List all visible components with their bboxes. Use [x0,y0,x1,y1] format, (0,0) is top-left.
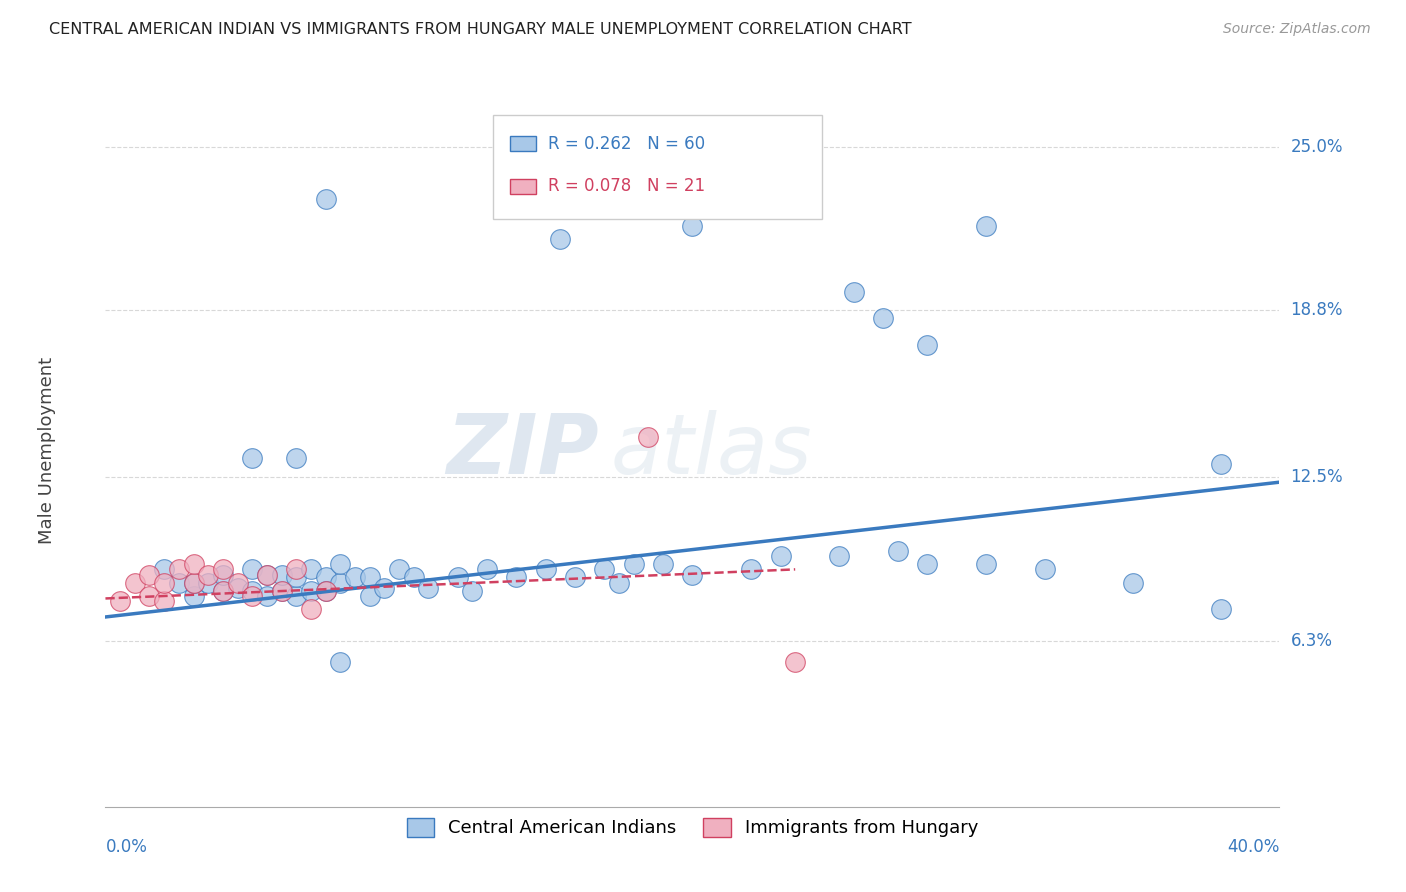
Point [285,570,308,584]
Point [183,575,205,590]
Point [256,567,278,582]
Point [211,567,233,582]
Point [167,575,190,590]
Point [1122,575,1144,590]
Point [240,451,263,466]
Point [197,567,219,582]
Point [124,575,146,590]
Point [447,570,470,584]
FancyBboxPatch shape [510,178,536,194]
Legend: Central American Indians, Immigrants from Hungary: Central American Indians, Immigrants fro… [399,811,986,845]
Point [108,594,131,608]
Point [418,581,440,595]
Point [299,583,322,598]
Point [1209,457,1232,471]
Point [623,557,645,571]
Point [270,567,292,582]
Text: 40.0%: 40.0% [1227,838,1279,855]
Point [240,589,263,603]
Point [505,570,527,584]
Point [887,544,910,558]
Point [388,562,411,576]
Point [329,655,352,669]
Point [682,219,704,233]
Point [593,562,616,576]
Point [211,562,233,576]
Point [652,557,675,571]
Point [256,567,278,582]
Text: 12.5%: 12.5% [1291,468,1343,486]
Point [359,570,381,584]
Point [285,451,308,466]
Point [153,575,176,590]
Point [637,430,659,444]
Point [550,232,572,246]
Point [211,583,233,598]
Point [270,583,292,598]
Point [534,562,557,576]
Point [974,219,997,233]
Point [329,575,352,590]
Point [183,575,205,590]
Text: CENTRAL AMERICAN INDIAN VS IMMIGRANTS FROM HUNGARY MALE UNEMPLOYMENT CORRELATION: CENTRAL AMERICAN INDIAN VS IMMIGRANTS FR… [49,22,912,37]
Point [607,575,630,590]
Point [183,589,205,603]
Point [315,583,337,598]
Point [785,655,807,669]
Point [285,589,308,603]
Text: Male Unemployment: Male Unemployment [38,357,56,544]
Text: ZIP: ZIP [446,410,599,491]
Point [343,570,366,584]
Point [183,557,205,571]
Point [917,557,939,571]
Point [299,602,322,616]
Text: 25.0%: 25.0% [1291,137,1343,155]
Point [564,570,586,584]
Point [359,589,381,603]
Point [461,583,484,598]
Point [682,567,704,582]
Text: R = 0.262   N = 60: R = 0.262 N = 60 [548,135,706,153]
Point [740,562,762,576]
Point [1209,602,1232,616]
Text: 18.8%: 18.8% [1291,301,1343,319]
Point [1033,562,1056,576]
Point [872,311,894,326]
Point [917,337,939,351]
Text: 0.0%: 0.0% [105,838,148,855]
Point [315,193,337,207]
Text: R = 0.078   N = 21: R = 0.078 N = 21 [548,178,706,195]
Text: 6.3%: 6.3% [1291,632,1333,649]
Point [315,583,337,598]
Point [167,562,190,576]
Point [226,575,249,590]
Point [402,570,425,584]
FancyBboxPatch shape [510,136,536,152]
Point [211,583,233,598]
Point [270,583,292,598]
Point [828,549,851,564]
Point [842,285,865,299]
Point [299,562,322,576]
Point [329,557,352,571]
Point [226,581,249,595]
Point [373,581,395,595]
Point [138,589,160,603]
Point [153,562,176,576]
Point [138,567,160,582]
Point [240,583,263,598]
Point [974,557,997,571]
Point [240,562,263,576]
Point [315,570,337,584]
Text: Source: ZipAtlas.com: Source: ZipAtlas.com [1223,22,1371,37]
Point [256,589,278,603]
Point [769,549,792,564]
Text: atlas: atlas [610,410,811,491]
Point [475,562,498,576]
Point [197,575,219,590]
FancyBboxPatch shape [494,115,821,219]
Point [285,562,308,576]
Point [153,594,176,608]
